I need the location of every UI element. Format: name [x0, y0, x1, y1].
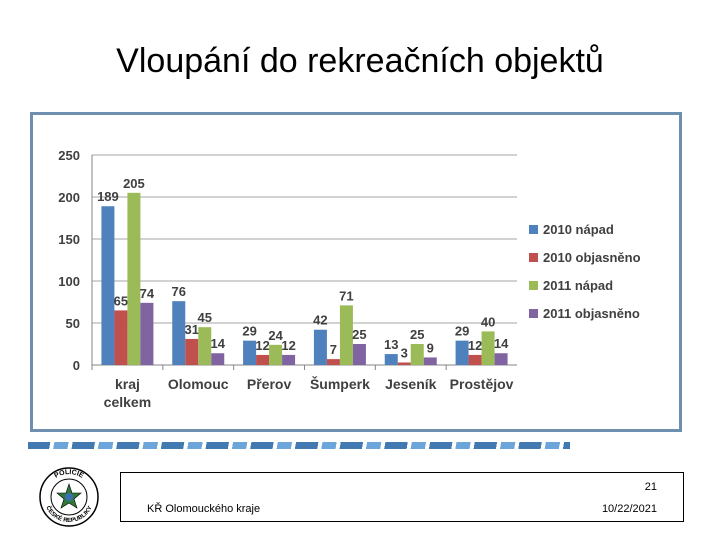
bar — [481, 331, 495, 365]
bar — [198, 327, 212, 365]
footer-date: 10/22/2021 — [601, 503, 657, 515]
data-label: 29 — [242, 324, 256, 339]
bar-chart: 0501001502002501896520574krajcelkem76314… — [58, 148, 641, 410]
logo-text-top: POLICIE — [53, 469, 85, 480]
y-tick-label: 0 — [73, 358, 80, 373]
bar — [313, 329, 327, 365]
x-tick-label: Šumperk — [310, 375, 370, 392]
bar — [468, 354, 482, 365]
legend-swatch — [529, 309, 538, 318]
bar — [384, 354, 398, 365]
slide-title: Vloupání do rekreačních objektů — [116, 42, 604, 80]
legend-swatch — [529, 253, 538, 262]
bar — [211, 353, 225, 365]
data-label: 65 — [114, 293, 128, 308]
bar — [352, 344, 366, 365]
bar — [256, 354, 270, 365]
bar — [114, 310, 128, 365]
data-label: 24 — [268, 328, 283, 343]
footer-organization: KŘ Olomouckého kraje — [147, 503, 261, 515]
legend-label: 2011 objasněno — [543, 306, 640, 321]
data-label: 71 — [339, 288, 353, 303]
data-label: 13 — [384, 337, 398, 352]
bar — [494, 353, 508, 365]
data-label: 45 — [198, 310, 212, 325]
decorative-stripe — [28, 442, 570, 449]
data-label: 25 — [352, 327, 366, 342]
legend-label: 2010 objasněno — [543, 250, 641, 265]
police-logo-icon: POLICIE ČESKÉ REPUBLIKY — [39, 467, 99, 527]
x-tick-label: kraj — [115, 376, 140, 392]
chart-frame: 0 50 100 150 200 250 189 65 205 74 kraj celkem 76 31 4… — [30, 112, 682, 432]
data-label: 12 — [468, 338, 482, 353]
bar — [172, 301, 186, 365]
data-label: 74 — [140, 286, 155, 301]
y-tick-label: 250 — [58, 148, 80, 163]
y-tick-label: 150 — [58, 232, 80, 247]
data-label: 14 — [211, 336, 226, 351]
legend-swatch — [529, 281, 538, 290]
x-tick-label: Prostějov — [450, 376, 514, 392]
x-tick-label: Olomouc — [168, 376, 229, 392]
bar — [397, 362, 411, 365]
bar — [423, 357, 437, 365]
bar — [127, 192, 141, 365]
bar — [185, 338, 199, 365]
data-label: 189 — [97, 189, 119, 204]
data-label: 9 — [427, 340, 434, 355]
data-label: 7 — [330, 342, 337, 357]
y-tick-label: 100 — [58, 274, 80, 289]
bar — [243, 340, 257, 365]
data-label: 3 — [401, 345, 408, 360]
bar — [339, 305, 353, 365]
y-tick-label: 50 — [66, 316, 80, 331]
bar — [269, 344, 283, 365]
bar — [326, 359, 340, 365]
x-tick-label: celkem — [104, 394, 151, 410]
bar — [282, 354, 296, 365]
bar — [140, 302, 154, 365]
data-label: 25 — [410, 327, 424, 342]
legend-label: 2010 nápad — [543, 222, 614, 237]
x-tick-label: Přerov — [247, 376, 292, 392]
data-label: 40 — [481, 314, 495, 329]
footer: 21 KŘ Olomouckého kraje 10/22/2021 — [120, 472, 684, 522]
data-label: 14 — [494, 336, 509, 351]
bar — [410, 344, 424, 365]
data-label: 76 — [172, 284, 186, 299]
x-tick-label: Jeseník — [385, 376, 437, 392]
page-number: 21 — [644, 481, 657, 493]
legend-swatch — [529, 225, 538, 234]
data-label: 205 — [123, 176, 145, 191]
svg-text:POLICIE: POLICIE — [53, 469, 85, 480]
legend-label: 2011 nápad — [543, 278, 613, 293]
data-label: 31 — [185, 322, 199, 337]
data-label: 42 — [313, 313, 327, 328]
bar — [101, 206, 115, 365]
data-label: 12 — [281, 338, 295, 353]
data-label: 29 — [455, 324, 469, 339]
y-tick-label: 200 — [58, 190, 80, 205]
bar — [455, 340, 469, 365]
data-label: 12 — [255, 338, 269, 353]
